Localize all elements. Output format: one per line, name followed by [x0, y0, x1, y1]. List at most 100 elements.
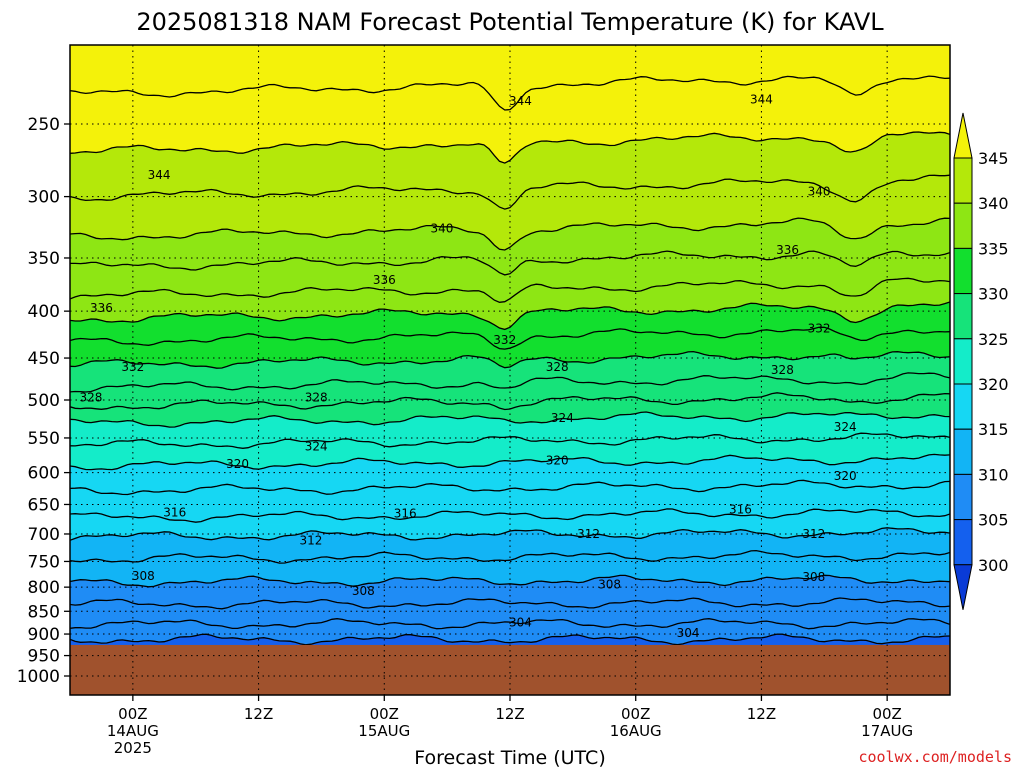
- colorbar-tick-label: 320: [978, 375, 1009, 394]
- colorbar-swatch: [953, 519, 973, 566]
- contour-label: 316: [729, 502, 752, 516]
- x-tick-label: 00Z: [872, 705, 901, 723]
- contour-330: [70, 350, 950, 369]
- contour-346: [70, 75, 950, 111]
- contour-label: 332: [493, 333, 516, 347]
- x-axis-label: Forecast Time (UTC): [414, 747, 605, 768]
- contour-314: [70, 527, 950, 541]
- colorbar-tick-label: 345: [978, 149, 1009, 168]
- contour-label: 328: [771, 363, 794, 377]
- contour-306: [70, 618, 950, 630]
- contour-label: 304: [677, 626, 700, 640]
- contour-label: 308: [802, 570, 825, 584]
- colorbar-swatch: [953, 473, 973, 521]
- contour-342: [70, 174, 950, 210]
- contour-label: 308: [352, 584, 375, 598]
- colorbar-tick-label: 305: [978, 511, 1009, 530]
- y-tick-label: 700: [28, 525, 60, 545]
- contour-338: [70, 250, 950, 276]
- colorbar-swatch: [953, 338, 973, 385]
- contour-label: 324: [834, 420, 857, 434]
- y-tick-label: 400: [28, 302, 60, 322]
- colorbar-tick-label: 340: [978, 194, 1009, 213]
- colorbar-tick-label: 325: [978, 330, 1009, 349]
- contour-label: 328: [79, 391, 102, 405]
- x-tick-label: 12Z: [747, 705, 776, 723]
- x-tick-label: 17AUG: [861, 722, 913, 740]
- contour-label: 336: [776, 243, 799, 257]
- grid-lines: [70, 45, 950, 695]
- contour-label: 344: [509, 94, 532, 108]
- x-tick-label: 2025: [114, 739, 152, 757]
- contour-label: 332: [121, 360, 144, 374]
- contour-304: [70, 633, 950, 646]
- contour-344: [70, 131, 950, 164]
- colorbar-swatch: [953, 293, 973, 340]
- y-tick-label: 800: [28, 578, 60, 598]
- contour-310: [70, 574, 950, 588]
- plot-area: 344 344 344 340 340 336 336 336 332 332 332 328 328 3…: [69, 44, 951, 696]
- colorbar-swatch: [953, 383, 973, 430]
- contour-324: [70, 411, 950, 428]
- x-tick-label: 12Z: [495, 705, 524, 723]
- y-tick-label: 900: [28, 625, 60, 645]
- x-tick-label: 15AUG: [358, 722, 410, 740]
- contour-label: 328: [546, 360, 569, 374]
- contour-label: 320: [546, 453, 569, 467]
- x-tick-label: 00Z: [118, 705, 147, 723]
- y-tick-label: 500: [28, 391, 60, 411]
- colorbar-bottom-arrow: [953, 564, 973, 610]
- y-tick-label: 650: [28, 495, 60, 515]
- y-tick-label: 350: [28, 249, 60, 269]
- contour-308: [70, 597, 950, 610]
- colorbar-swatch: [953, 247, 973, 295]
- colorbar-tick-label: 300: [978, 556, 1009, 575]
- colorbar-swatch: [953, 428, 973, 475]
- y-tick-label: 950: [28, 647, 60, 667]
- contour-318: [70, 479, 950, 496]
- colorbar-tick-label: 315: [978, 420, 1009, 439]
- contour-label: 308: [598, 578, 621, 592]
- ground-below-surface: [70, 644, 950, 695]
- y-tick-label: 250: [28, 115, 60, 135]
- contour-316: [70, 508, 950, 523]
- contour-label: 312: [299, 534, 322, 548]
- contour-label: 320: [834, 469, 857, 483]
- contour-label: 344: [750, 92, 773, 106]
- contour-label: 316: [163, 505, 186, 519]
- contour-label: 316: [394, 507, 417, 521]
- contour-label: 332: [808, 322, 831, 336]
- y-tick-label: 550: [28, 429, 60, 449]
- contour-328: [70, 372, 950, 393]
- y-tick-label: 1000: [17, 667, 60, 687]
- contour-label: 312: [802, 527, 825, 541]
- contour-label: 340: [430, 221, 453, 235]
- colorbar-top-arrow: [953, 112, 973, 159]
- colorbar-tick-label: 335: [978, 239, 1009, 258]
- y-tick-label: 600: [28, 464, 60, 484]
- y-tick-label: 850: [28, 602, 60, 622]
- contour-labels: 344 344 344 340 340 336 336 336 332 332 332 328 328 3…: [79, 92, 857, 640]
- colorbar-swatch: [953, 202, 973, 249]
- contour-312: [70, 549, 950, 564]
- x-tick-label: 14AUG: [107, 722, 159, 740]
- y-tick-label: 450: [28, 349, 60, 369]
- chart-title: 2025081318 NAM Forecast Potential Temper…: [136, 8, 884, 36]
- contour-label: 340: [808, 184, 831, 198]
- y-tick-label: 300: [28, 188, 60, 208]
- contour-label: 324: [551, 411, 574, 425]
- contour-label: 328: [305, 391, 328, 405]
- colorbar-tick-label: 330: [978, 285, 1009, 304]
- credit-text: coolwx.com/models: [858, 748, 1012, 766]
- x-tick-label: 00Z: [621, 705, 650, 723]
- contour-label: 308: [132, 569, 155, 583]
- y-axis-ticks: 250 300 350 400 450 500 550 600 650 700 750 800 850 9…: [17, 115, 70, 687]
- contour-label: 344: [148, 168, 171, 182]
- contour-label: 304: [509, 615, 532, 629]
- contour-label: 336: [90, 301, 113, 315]
- x-tick-label: 00Z: [370, 705, 399, 723]
- contour-label: 312: [577, 527, 600, 541]
- contour-334: [70, 301, 950, 331]
